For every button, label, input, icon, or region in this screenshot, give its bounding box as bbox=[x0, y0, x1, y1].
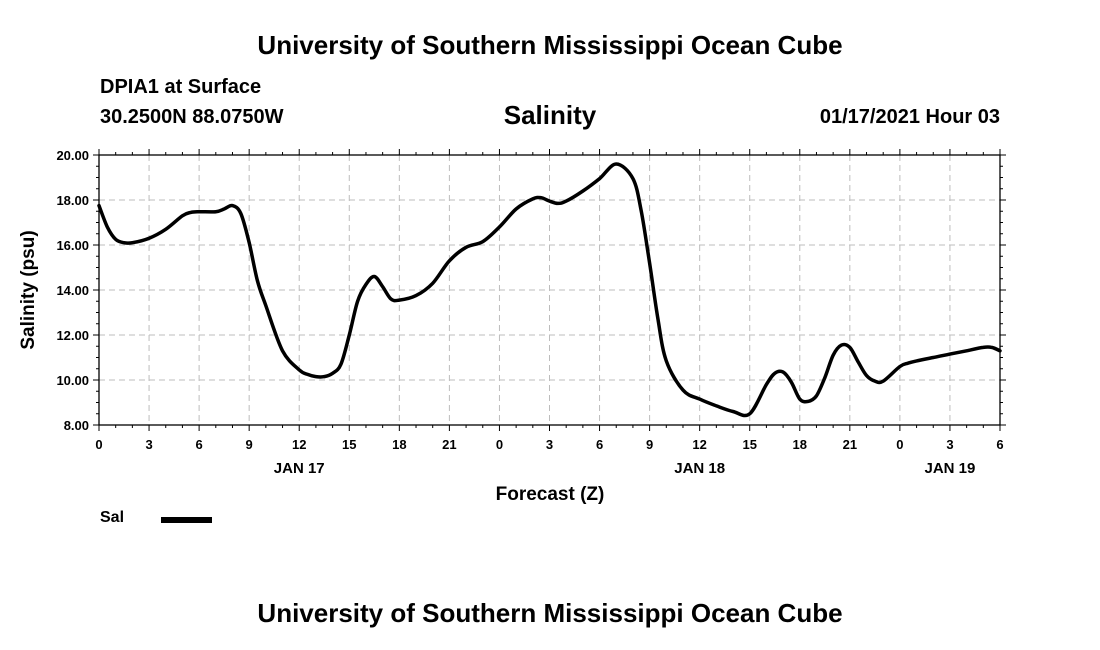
date-label: JAN 17 bbox=[274, 460, 325, 477]
x-tick-label: 0 bbox=[496, 437, 503, 452]
series-layer bbox=[97, 162, 1002, 418]
x-tick-label: 12 bbox=[292, 437, 306, 452]
x-tick-label: 18 bbox=[793, 437, 807, 452]
page-title: University of Southern Mississippi Ocean… bbox=[257, 30, 843, 60]
x-tick-label: 6 bbox=[195, 437, 202, 452]
series-line-sal bbox=[97, 162, 1002, 418]
x-tick-label: 3 bbox=[546, 437, 553, 452]
y-tick-label: 14.00 bbox=[56, 283, 89, 298]
x-tick-label: 21 bbox=[843, 437, 857, 452]
date-label: JAN 19 bbox=[925, 460, 976, 477]
x-tick-label: 18 bbox=[392, 437, 406, 452]
x-tick-label: 21 bbox=[442, 437, 456, 452]
y-tick-label: 20.00 bbox=[56, 148, 89, 163]
y-tick-label: 10.00 bbox=[56, 373, 89, 388]
x-tick-label: 12 bbox=[692, 437, 706, 452]
datetime-label: 01/17/2021 Hour 03 bbox=[819, 106, 1000, 128]
station-label: DPIA1 at Surface bbox=[100, 76, 262, 98]
coordinates-label: 30.2500N 88.0750W bbox=[100, 106, 284, 128]
chart-title: Salinity bbox=[503, 100, 597, 130]
y-tick-label: 8.00 bbox=[64, 418, 89, 433]
y-tick-label: 12.00 bbox=[56, 328, 89, 343]
footer-title: University of Southern Mississippi Ocean… bbox=[257, 598, 843, 628]
x-tick-label: 3 bbox=[145, 437, 152, 452]
x-tick-label: 0 bbox=[896, 437, 903, 452]
y-tick-label: 18.00 bbox=[56, 193, 89, 208]
x-tick-label: 6 bbox=[996, 437, 1003, 452]
x-tick-label: 15 bbox=[742, 437, 756, 452]
y-tick-label: 16.00 bbox=[56, 238, 89, 253]
axes: 8.00 10.00 12.00 14.00 16.00 18.00 20.00 0 3 6 9 12… bbox=[56, 148, 1006, 477]
x-axis-title: Forecast (Z) bbox=[496, 484, 605, 505]
grid bbox=[99, 155, 1000, 425]
legend-swatch bbox=[161, 517, 212, 523]
x-tick-label: 3 bbox=[946, 437, 953, 452]
x-tick-label: 9 bbox=[246, 437, 253, 452]
x-tick-label: 6 bbox=[596, 437, 603, 452]
legend-label: Sal bbox=[100, 509, 125, 526]
x-tick-label: 9 bbox=[646, 437, 653, 452]
y-axis-title: Salinity (psu) bbox=[18, 230, 39, 349]
x-tick-label: 0 bbox=[95, 437, 102, 452]
date-label: JAN 18 bbox=[674, 460, 725, 477]
x-tick-label: 15 bbox=[342, 437, 356, 452]
